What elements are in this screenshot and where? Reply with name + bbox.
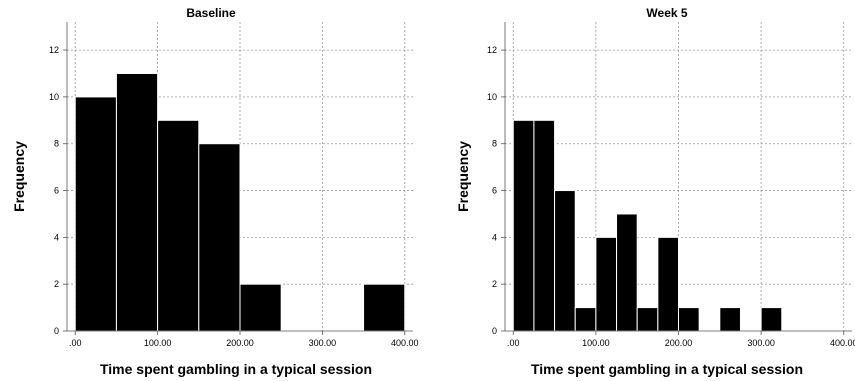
histogram-bar	[115, 73, 159, 332]
histogram-bar	[239, 283, 282, 332]
y-tick-label: 8	[492, 139, 497, 149]
histogram-bar	[512, 119, 535, 332]
histogram-bar	[574, 307, 597, 332]
histogram-bar	[595, 236, 618, 332]
histogram-bar	[554, 190, 576, 332]
histogram-bar	[678, 307, 700, 332]
x-tick-label: .00	[507, 338, 520, 348]
y-tick-label: 2	[54, 279, 59, 289]
x-tick-label: 400.00	[830, 338, 855, 348]
x-tick-label: 400.00	[391, 338, 419, 348]
x-axis-label: Time spent gambling in a typical session	[531, 361, 803, 377]
y-tick-label: 10	[487, 92, 497, 102]
x-tick-label: 100.00	[144, 338, 172, 348]
histogram-bar	[198, 143, 241, 332]
chart-title: Baseline	[186, 6, 236, 20]
y-tick-label: 10	[49, 92, 59, 102]
y-tick-label: 6	[54, 186, 59, 196]
x-tick-label: 300.00	[309, 338, 337, 348]
x-tick-label: 300.00	[747, 338, 775, 348]
histogram-bar	[157, 119, 200, 332]
x-tick-label: .00	[69, 338, 82, 348]
x-axis-label: Time spent gambling in a typical session	[100, 361, 372, 377]
x-tick-label: 100.00	[582, 338, 610, 348]
y-tick-label: 6	[492, 186, 497, 196]
y-axis-label: Frequency	[11, 141, 27, 212]
histogram-panel-2: 0 2 4 6 8 10 12 .00 100.00 200.00 300.00 400.00 Week…	[455, 6, 855, 377]
histogram-bar	[363, 283, 406, 332]
y-tick-label: 12	[49, 45, 59, 55]
y-tick-label: 0	[492, 326, 497, 336]
histogram-bar	[533, 119, 556, 332]
y-axis-label: Frequency	[455, 141, 471, 212]
chart-title: Week 5	[646, 6, 687, 20]
y-tick-label: 8	[54, 139, 59, 149]
histogram-bar	[636, 307, 659, 332]
histogram-bar	[616, 213, 638, 332]
y-tick-label: 4	[492, 232, 497, 242]
y-tick-label: 0	[54, 326, 59, 336]
y-tick-label: 4	[54, 232, 59, 242]
histogram-bar	[657, 236, 679, 332]
y-tick-label: 2	[492, 279, 497, 289]
x-tick-label: 200.00	[665, 338, 693, 348]
histogram-bar	[74, 96, 117, 332]
histogram-panel-1: 0 2 4 6 8 10 12 .00 100.00 200.00 300.00 400.00 Base…	[11, 6, 419, 377]
histogram-bar	[760, 307, 783, 332]
histogram-bar	[719, 307, 741, 332]
y-tick-label: 12	[487, 45, 497, 55]
x-tick-label: 200.00	[226, 338, 254, 348]
